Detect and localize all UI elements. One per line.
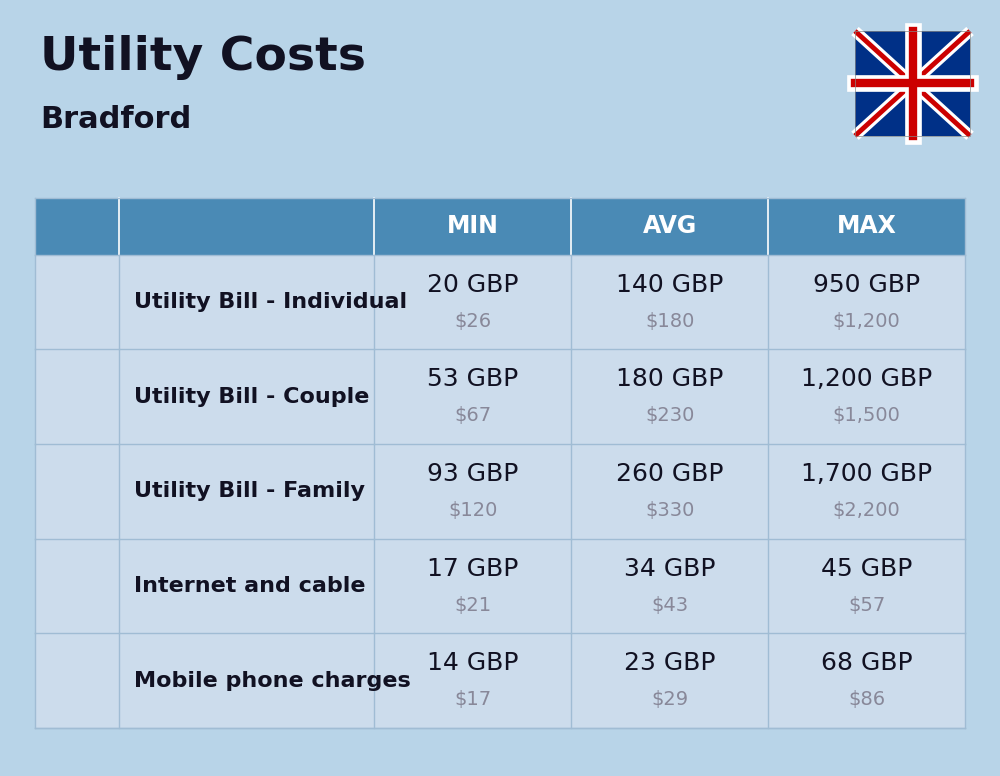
Text: Utility Bill - Family: Utility Bill - Family [134,481,365,501]
Bar [35,255,965,349]
Text: Utility Bill - Couple: Utility Bill - Couple [134,386,369,407]
Bar [35,349,965,444]
Text: $29: $29 [651,691,688,709]
Text: 260 GBP: 260 GBP [616,462,723,486]
Bar [35,198,965,255]
Bar [35,444,965,539]
Bar [35,539,965,633]
Text: $230: $230 [645,407,694,425]
Text: 14 GBP: 14 GBP [427,652,519,675]
Text: Utility Bill - Individual: Utility Bill - Individual [134,292,407,312]
Text: 1,700 GBP: 1,700 GBP [801,462,932,486]
Text: $2,200: $2,200 [833,501,900,520]
Text: Internet and cable: Internet and cable [134,576,365,596]
Text: $1,200: $1,200 [833,312,900,331]
Text: $330: $330 [645,501,694,520]
Text: $180: $180 [645,312,694,331]
Text: Bradford: Bradford [40,105,191,133]
Text: 53 GBP: 53 GBP [427,368,518,391]
Text: $17: $17 [454,691,491,709]
Text: $21: $21 [454,596,491,615]
Bar [35,633,965,728]
Text: 23 GBP: 23 GBP [624,652,715,675]
Text: 20 GBP: 20 GBP [427,273,519,296]
Text: $67: $67 [454,407,491,425]
Text: $57: $57 [848,596,885,615]
Text: 34 GBP: 34 GBP [624,557,715,580]
Text: 950 GBP: 950 GBP [813,273,920,296]
Text: 68 GBP: 68 GBP [821,652,912,675]
Text: $86: $86 [848,691,885,709]
Text: 140 GBP: 140 GBP [616,273,723,296]
Text: 17 GBP: 17 GBP [427,557,519,580]
Text: MAX: MAX [837,214,897,238]
Text: Mobile phone charges: Mobile phone charges [134,670,410,691]
Text: 45 GBP: 45 GBP [821,557,912,580]
Text: $120: $120 [448,501,498,520]
FancyBboxPatch shape [855,31,970,136]
Text: 1,200 GBP: 1,200 GBP [801,368,932,391]
Text: Utility Costs: Utility Costs [40,35,366,80]
Text: $43: $43 [651,596,688,615]
Text: $1,500: $1,500 [833,407,901,425]
Text: 93 GBP: 93 GBP [427,462,519,486]
Text: 180 GBP: 180 GBP [616,368,723,391]
Text: MIN: MIN [447,214,499,238]
Text: AVG: AVG [643,214,697,238]
Text: $26: $26 [454,312,491,331]
